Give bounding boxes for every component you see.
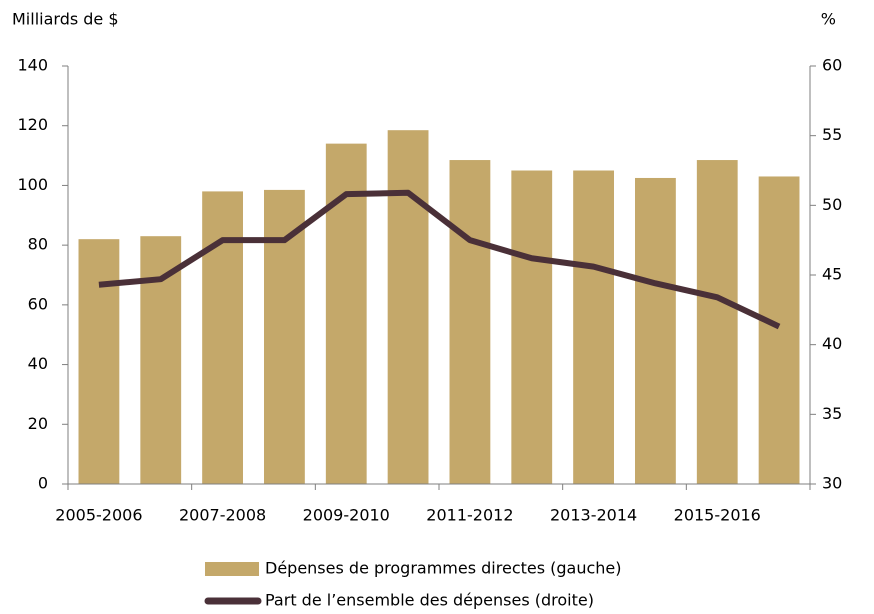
bar: [696, 160, 738, 485]
y2-tick-label: 40: [822, 334, 842, 353]
legend-label: Part de l’ensemble des dépenses (droite): [265, 591, 594, 610]
x-tick-label: 2013-2014: [550, 506, 637, 525]
y-axis-label: Milliards de $: [12, 10, 119, 29]
y2-tick-label: 30: [822, 474, 842, 493]
y-tick-label: 80: [28, 235, 48, 254]
x-tick-label: 2005-2006: [55, 506, 142, 525]
y-tick-label: 0: [38, 474, 48, 493]
y-tick-label: 60: [28, 294, 48, 313]
bar: [78, 239, 120, 484]
x-tick-label: 2009-2010: [303, 506, 390, 525]
y2-tick-label: 55: [822, 125, 842, 144]
bar: [758, 176, 800, 484]
y2-axis-label: %: [821, 10, 836, 29]
x-tick-label: 2011-2012: [426, 506, 513, 525]
bar: [449, 160, 491, 485]
y2-tick-label: 60: [822, 56, 842, 75]
y2-tick-label: 45: [822, 265, 842, 284]
bar: [264, 189, 305, 484]
legend-swatch: [205, 562, 259, 576]
y-tick-label: 100: [17, 175, 48, 194]
bar: [635, 177, 676, 484]
legend-label: Dépenses de programmes directes (gauche): [265, 559, 622, 578]
bar: [573, 170, 614, 484]
bar: [511, 170, 553, 484]
bar: [325, 143, 367, 484]
bar: [202, 191, 243, 484]
bar: [387, 130, 429, 484]
y2-tick-label: 50: [822, 195, 842, 214]
line: [98, 189, 781, 330]
x-tick-label: 2015-2016: [674, 506, 761, 525]
y-tick-label: 40: [28, 354, 48, 373]
y-tick-label: 140: [17, 56, 48, 75]
y-tick-label: 20: [28, 414, 48, 433]
x-tick-label: 2007-2008: [179, 506, 266, 525]
y2-tick-label: 35: [822, 404, 842, 423]
y-tick-label: 120: [17, 115, 48, 134]
